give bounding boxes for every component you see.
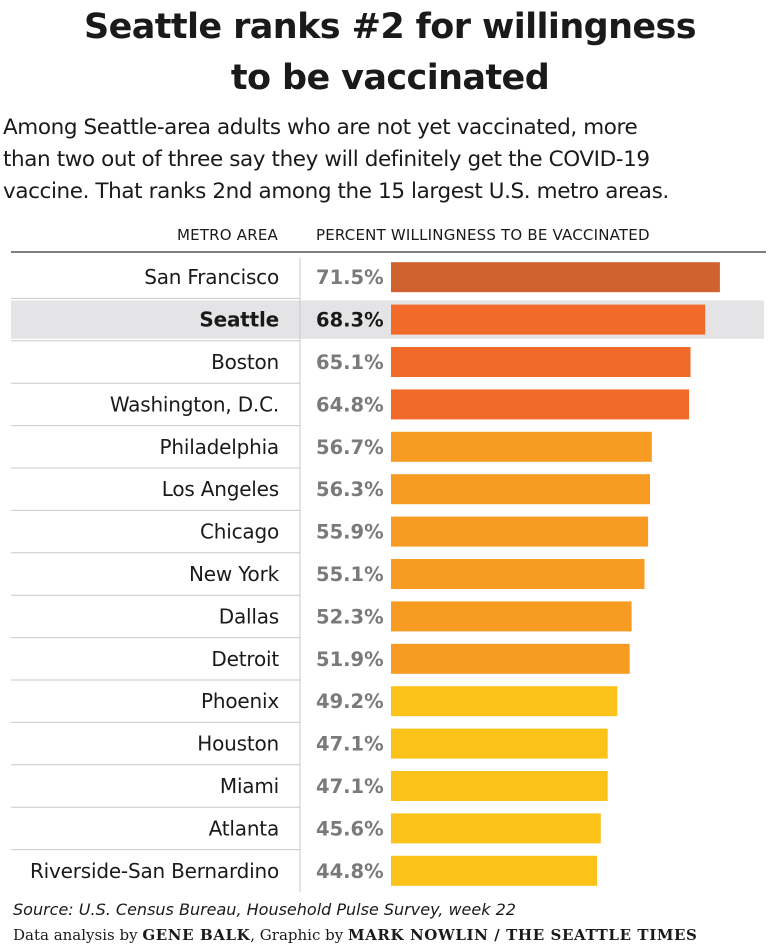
credit-middle: , Graphic by [250, 926, 348, 944]
bar-riverside-san-bernardino [391, 855, 598, 886]
category-label-phoenix: Phoenix [201, 689, 279, 713]
credit-graphic: MARK NOWLIN / THE SEATTLE TIMES [347, 926, 698, 944]
source-note: Source: U.S. Census Bureau, Household Pu… [13, 900, 516, 919]
category-label-atlanta: Atlanta [209, 816, 279, 840]
value-label-los-angeles: 56.3% [316, 478, 384, 501]
value-label-riverside-san-bernardino: 44.8% [316, 860, 384, 883]
bar-philadelphia [391, 431, 652, 462]
category-label-san-francisco: San Francisco [144, 265, 279, 289]
value-label-phoenix: 49.2% [316, 690, 384, 713]
value-label-washington-d-c: 64.8% [316, 393, 384, 416]
bar-seattle [391, 304, 706, 335]
value-label-new-york: 55.1% [316, 563, 384, 586]
category-label-new-york: New York [189, 562, 280, 586]
bar-washington-d-c [391, 389, 690, 420]
chart-title-line-1: Seattle ranks #2 for willingness [83, 7, 697, 47]
bar-los-angeles [391, 474, 650, 505]
value-label-miami: 47.1% [316, 775, 384, 798]
value-label-seattle: 68.3% [316, 309, 384, 332]
category-label-seattle: Seattle [199, 308, 279, 332]
column-header-metro-area: METRO AREA [176, 226, 278, 244]
subtitle-line-1: Among Seattle-area adults who are not ye… [3, 115, 638, 140]
category-label-philadelphia: Philadelphia [160, 435, 279, 459]
chart-title: Seattle ranks #2 for willingness to be v… [0, 2, 780, 104]
credit-line: Data analysis by GENE BALK, Graphic by M… [13, 926, 698, 944]
bar-dallas [391, 601, 632, 632]
value-label-houston: 47.1% [316, 733, 384, 756]
bar-miami [391, 771, 608, 801]
bar-boston [391, 347, 691, 377]
value-label-boston: 65.1% [316, 351, 384, 374]
value-label-detroit: 51.9% [316, 648, 384, 671]
credit-prefix: Data analysis by [13, 926, 143, 944]
value-label-chicago: 55.9% [316, 521, 384, 544]
bar-san-francisco [391, 262, 720, 293]
value-label-dallas: 52.3% [316, 605, 384, 628]
credit-analyst: GENE BALK [142, 926, 251, 944]
chart-title-line-2: to be vaccinated [230, 58, 550, 98]
value-label-atlanta: 45.6% [316, 817, 384, 840]
value-label-san-francisco: 71.5% [316, 266, 384, 289]
column-header-percent: PERCENT WILLINGNESS TO BE VACCINATED [316, 226, 650, 244]
bar-chicago [391, 516, 649, 547]
category-label-los-angeles: Los Angeles [162, 477, 279, 501]
subtitle-line-2: than two out of three say they will defi… [3, 147, 650, 172]
category-label-chicago: Chicago [200, 520, 279, 544]
bar-phoenix [391, 686, 618, 717]
category-label-miami: Miami [220, 774, 279, 798]
category-label-riverside-san-bernardino: Riverside-San Bernardino [30, 859, 279, 883]
bar-atlanta [391, 813, 601, 844]
subtitle-line-3: vaccine. That ranks 2nd among the 15 lar… [3, 179, 669, 204]
category-label-boston: Boston [211, 350, 279, 374]
chart-subtitle: Among Seattle-area adults who are not ye… [3, 112, 778, 208]
category-label-washington-d-c: Washington, D.C. [110, 392, 279, 416]
value-label-philadelphia: 56.7% [316, 436, 384, 459]
category-label-houston: Houston [197, 732, 279, 756]
bar-detroit [391, 643, 630, 674]
bar-new-york [391, 559, 645, 589]
category-label-detroit: Detroit [211, 647, 279, 671]
bar-houston [391, 728, 608, 759]
category-label-dallas: Dallas [219, 604, 279, 628]
